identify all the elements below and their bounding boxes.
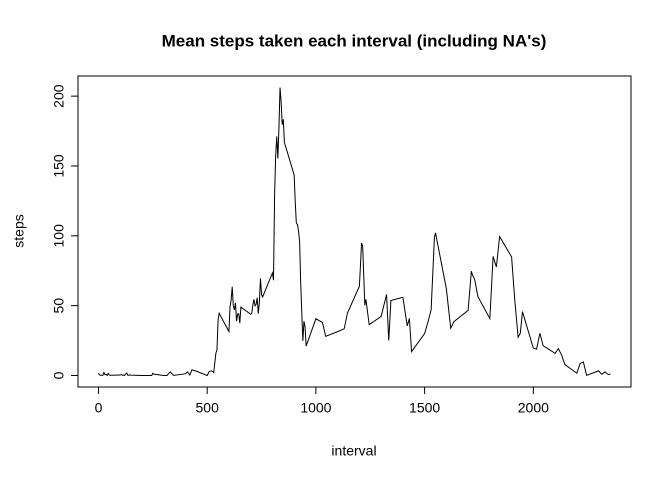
x-tick-label: 500 — [196, 400, 220, 416]
y-tick-label: 100 — [51, 224, 67, 248]
plot-box — [77, 75, 632, 388]
y-axis-label: steps — [11, 214, 27, 247]
data-line — [98, 87, 611, 377]
x-axis-label: interval — [331, 443, 376, 459]
x-tick-label: 2000 — [518, 400, 549, 416]
x-tick-label: 0 — [95, 400, 103, 416]
y-tick-label: 0 — [51, 371, 67, 379]
y-tick-label: 200 — [51, 84, 67, 108]
x-tick-label: 1000 — [300, 400, 331, 416]
chart-title: Mean steps taken each interval (includin… — [162, 31, 547, 50]
y-tick-label: 50 — [51, 298, 67, 314]
y-tick-label: 150 — [51, 154, 67, 178]
x-tick-label: 1500 — [409, 400, 440, 416]
